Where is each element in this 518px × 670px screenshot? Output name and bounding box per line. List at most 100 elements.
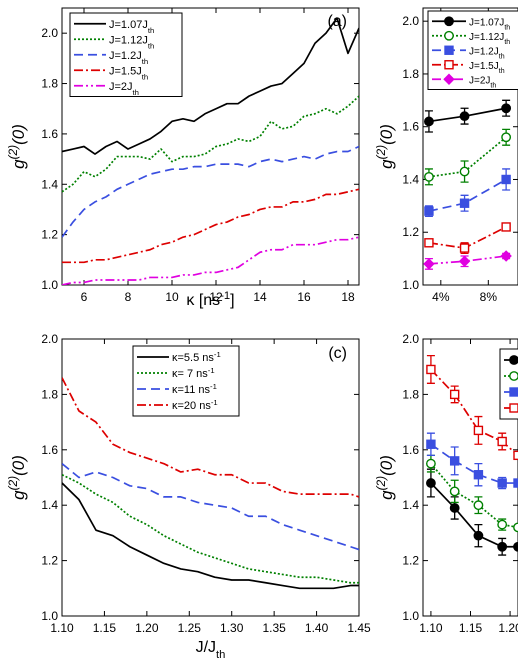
y-tick-label: 1.8 [41,387,58,401]
panel-b: 1.01.21.41.61.82.04% 8%J=1.07JthJ=1.12Jth… [374,7,518,304]
legend-label: J=1.2Jth [469,46,505,60]
x-tick-label: 1.25 [178,621,202,635]
plot-area [62,377,359,590]
legend-box [427,10,518,90]
legend-label: κ=5.5 ns-1 [172,350,221,365]
plot-area [423,99,512,270]
x-axis-label-sup: -1 [220,290,230,302]
x-tick-label: 1.40 [305,621,329,635]
plot-frame [422,7,518,286]
y-tick-label: 1.2 [41,554,58,568]
y-tick-label: 1.4 [41,498,58,512]
legend-label-main: J=1.07J [469,17,504,28]
y-tick-label: 2.0 [41,332,58,346]
data-point [444,16,454,27]
legend: κ=5.5 ns-1κ= 7 ns-1κ=11 ns-1κ=20 ns-1 [132,345,240,417]
data-point [509,371,518,381]
series-line-3 [62,462,359,551]
y-tick-label: 1.0 [41,278,58,292]
data-point [513,450,518,461]
y-axis-label-tail: (0) [377,455,396,476]
data-point [497,478,507,488]
legend-label-sub: th [133,87,139,96]
y-tick-label: 1.4 [402,172,419,186]
plot-frame [61,338,360,617]
data-point [513,541,518,552]
panel-a: 1.01.21.41.61.82.06 8 10 12 14 16 18J=1.07JthJ… [6,7,360,309]
y-axis-label-main: g [377,159,396,169]
data-point [449,389,460,400]
data-point [449,503,460,513]
data-point [444,30,454,41]
x-axis-label-main: J/J [196,639,216,656]
legend-label: κ=20 ns-1 [172,398,218,413]
legend-label-sub: th [142,72,148,81]
data-point [501,174,511,185]
data-point [459,198,470,208]
data-point [473,470,484,480]
y-axis-label: g(2)(0) [374,455,396,500]
x-tick-label: 1.10 [50,621,74,635]
data-point [449,456,460,466]
legend-label-main: J=1.07J [109,19,148,31]
legend-label-sub: th [499,53,505,60]
y-tick-label: 1.0 [402,278,419,292]
data-point [497,436,507,447]
panel-label: (a) [327,13,347,30]
legend-label-main: κ=11 ns [172,384,211,396]
legend-label: J=2Jth [109,81,139,97]
y-tick-label: 1.4 [402,498,419,512]
data-point [426,439,436,449]
y-axis-label: g(2)(0) [374,124,396,169]
series-line-1 [62,482,359,590]
x-tick-label: 18 [341,290,355,304]
legend-label-main: J=1.12J [469,32,504,43]
y-tick-label: 1.6 [402,443,419,457]
y-axis-label-sup: (2) [374,145,388,160]
legend-label: J=1.12Jth [109,34,154,50]
y-tick-label: 1.6 [41,127,58,141]
legend-label: J=1.5Jth [469,61,505,75]
series-line-3 [62,145,359,238]
data-point [513,478,518,488]
legend-label-sup: -1 [208,366,215,375]
plot-area [62,17,359,285]
legend-label: J=1.2Jth [109,50,148,66]
data-point [459,243,470,253]
x-tick-label: 12 [209,290,223,304]
legend-label: J=1.07Jth [469,17,510,31]
y-axis-label-tail: (0) [377,124,396,145]
y-tick-label: 2.0 [41,26,58,40]
legend-label: κ= 7 ns-1 [172,366,215,381]
legend-label: J=1.12Jth [469,32,510,46]
x-tick-label: 6 [81,290,88,304]
x-axis-label: κ [ns-1] [186,290,234,309]
plot-area [426,354,518,556]
data-point [501,222,511,232]
y-axis-label-main: g [9,490,28,500]
y-tick-label: 1.8 [402,67,419,81]
data-point [509,387,518,397]
legend-label-sup: -1 [214,350,221,359]
data-point [497,519,508,530]
legend-label-sub: th [148,41,154,50]
legend-label: J=2Jth [469,75,496,89]
y-axis-label-main: g [377,490,396,500]
x-tick-label: 1.35 [262,621,286,635]
data-point [473,425,484,436]
y-axis-label: g(2)(0) [6,124,28,169]
y-axis-label-sup: (2) [6,145,20,160]
legend-label-main: J=1.2J [109,50,142,62]
y-tick-label: 2.0 [402,332,419,346]
x-tick-label: 8% [480,290,498,304]
y-axis-label: g(2)(0) [6,455,28,500]
x-tick-label: 1.20 [135,621,159,635]
data-point [509,403,518,413]
data-point [444,60,454,70]
legend-label-sup: -1 [211,398,218,407]
y-tick-label: 1.8 [41,77,58,91]
data-point [423,258,435,270]
x-axis-label-main: κ [ns [186,292,220,309]
